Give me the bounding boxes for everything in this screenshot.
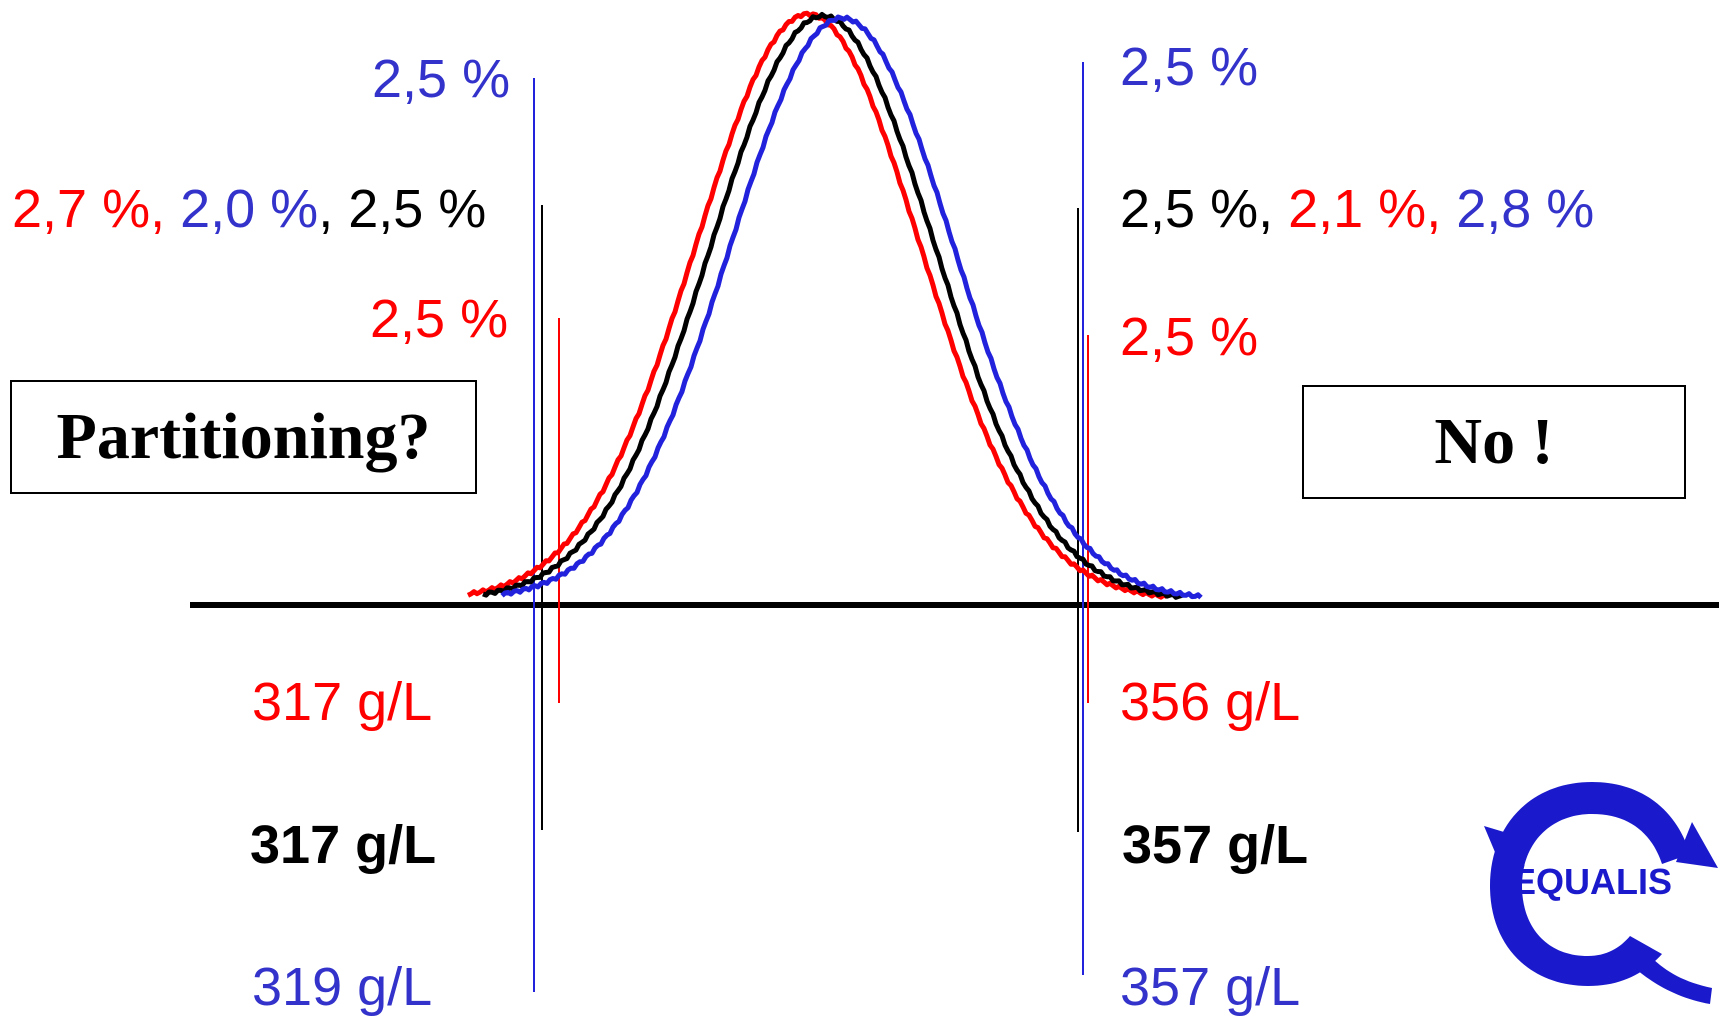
left-value-black: 317 g/L	[250, 815, 437, 875]
right-value-black: 357 g/L	[1122, 815, 1309, 875]
curve-blue	[500, 14, 1203, 600]
logo-lettering: EQUALIS	[1512, 861, 1672, 902]
right-low-percent: 2,5 %	[1120, 307, 1259, 367]
right-mid-percent-group: 2,5 %, 2,1 %, 2,8 %	[1120, 182, 1594, 236]
right-mid-percent-red: 2,1 %,	[1288, 179, 1442, 239]
left-value-red: 317 g/L	[252, 672, 433, 732]
left-mid-percent-group: 2,7 %, 2,0 %, 2,5 %	[12, 182, 486, 236]
right-value-red: 356 g/L	[1120, 672, 1301, 732]
right-mid-percent-blue: 2,8 %	[1456, 179, 1595, 239]
curve-red	[466, 10, 1169, 600]
left-mid-percent-blue: 2,0 %	[180, 179, 319, 239]
left-mid-percent-separator: ,	[318, 179, 334, 239]
left-value-blue: 319 g/L	[252, 957, 433, 1017]
equalis-logo: EQUALIS	[1484, 782, 1718, 1004]
right-top-percent: 2,5 %	[1120, 37, 1259, 97]
answer-box: No !	[1302, 385, 1686, 499]
distribution-curves	[466, 10, 1203, 600]
left-top-percent: 2,5 %	[372, 49, 511, 109]
left-mid-percent-red: 2,7 %,	[12, 179, 166, 239]
left-low-percent: 2,5 %	[370, 289, 509, 349]
right-mid-percent-black: 2,5 %,	[1120, 179, 1274, 239]
left-mid-percent-black: 2,5 %	[348, 179, 487, 239]
right-value-blue: 357 g/L	[1120, 957, 1301, 1017]
question-box: Partitioning?	[10, 380, 477, 494]
curve-black	[482, 12, 1183, 600]
